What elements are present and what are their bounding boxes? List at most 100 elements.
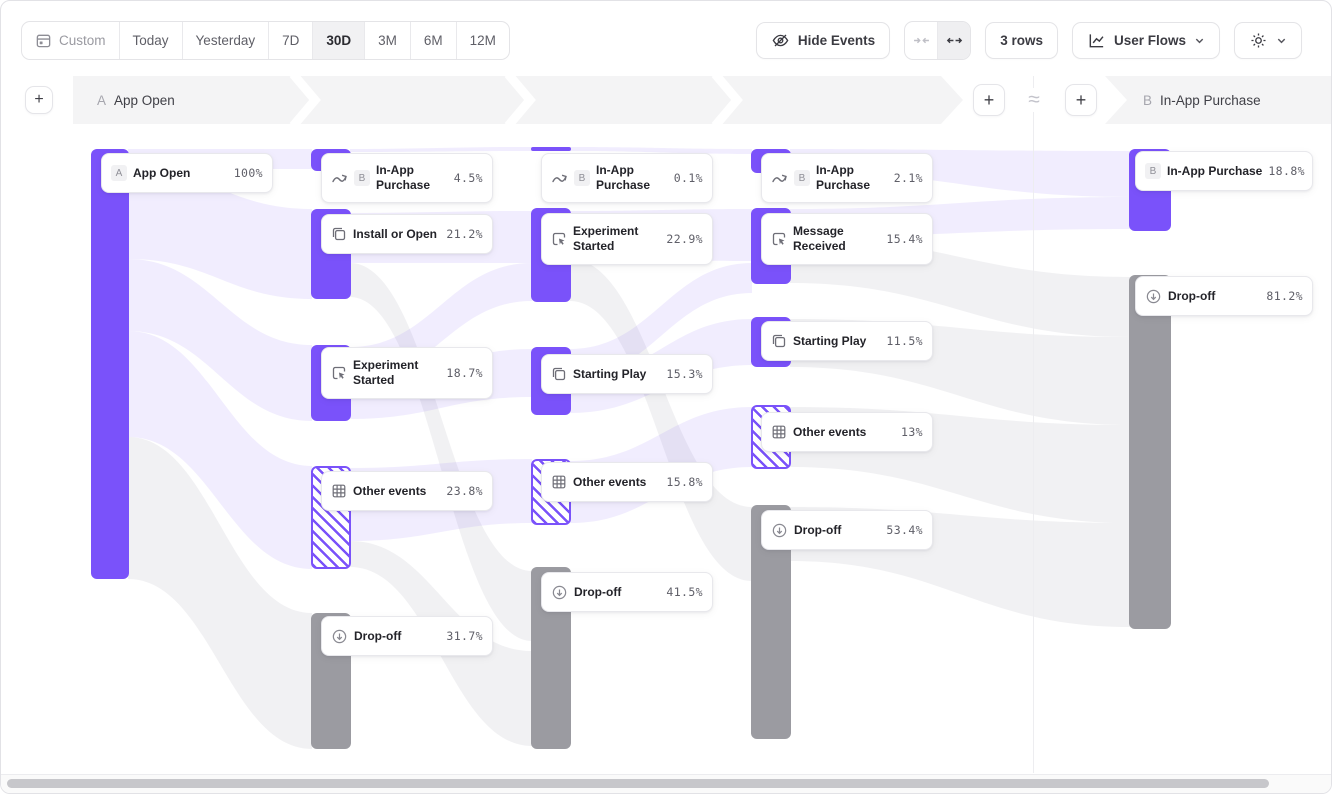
c3-experiment-started-card[interactable]: Experiment Started 22.9% [541,213,713,265]
rows-button[interactable]: 3 rows [985,22,1058,59]
node-label: Experiment Started [573,224,639,253]
down-circle-icon [771,522,788,539]
chevron-down-icon [1194,35,1205,46]
step-badge: A [111,165,127,181]
approx-symbol: ≈ [1020,88,1048,112]
date-range-6m[interactable]: 6M [411,22,457,59]
node-label: Install or Open [353,226,438,241]
add-step-middle-button[interactable]: + [973,84,1005,116]
grid-icon [331,483,347,499]
down-circle-icon [331,628,348,645]
view-selector-button[interactable]: User Flows [1071,22,1220,59]
node-label: In-App Purchase [596,163,651,192]
horizontal-scrollbar [1,774,1331,793]
gear-icon [1249,31,1268,50]
collapse-columns-button[interactable] [905,22,939,59]
date-range-7d[interactable]: 7D [269,22,314,59]
c2-experiment-started-card[interactable]: Experiment Started 18.7% [321,347,493,399]
node-value: 15.8% [666,475,703,489]
date-range-yesterday[interactable]: Yesterday [183,22,270,59]
node-value: 53.4% [886,523,923,537]
c5-drop-off-card[interactable]: Drop-off 81.2% [1135,276,1313,316]
date-range-today[interactable]: Today [120,22,183,59]
step-badge: B [574,170,590,186]
c4-other-events-card[interactable]: Other events 13% [761,412,933,452]
node-label: In-App Purchase [376,163,431,192]
c3-other-events-card[interactable]: Other events 15.8% [541,462,713,502]
step-badge: B [1145,163,1161,179]
toolbar-right: Hide Events 3 rows [755,21,1302,60]
c4-message-received-card[interactable]: Message Received 15.4% [761,213,933,265]
band-chevron-separator [711,76,743,124]
flow-ribbon [350,263,532,641]
eye-off-icon [771,31,790,50]
node-value: 13% [901,425,923,439]
flow-ribbon [128,331,312,569]
c1-app-open-card[interactable]: A App Open 100% [101,153,273,193]
overlap-squares-icon [331,226,347,242]
add-step-end-button[interactable]: + [1065,84,1097,116]
date-range-3m[interactable]: 3M [365,22,411,59]
c4-starting-play-card[interactable]: Starting Play 11.5% [761,321,933,361]
node-value: 18.7% [446,366,483,380]
c2-drop-off-card[interactable]: Drop-off 31.7% [321,616,493,656]
node-label: Other events [793,424,867,439]
node-value: 2.1% [893,171,923,185]
collapse-arrows-icon [913,32,930,49]
node-value: 23.8% [446,484,483,498]
goal-arrow-icon [551,171,568,185]
flow-ribbon [128,169,312,299]
node-value: 21.2% [446,227,483,241]
node-label: Message Received [793,224,846,253]
node-value: 4.5% [453,171,483,185]
c3-starting-play-card[interactable]: Starting Play 15.3% [541,354,713,394]
c3-in-app-purchase-bar [531,147,571,151]
node-value: 0.1% [673,171,703,185]
date-range-label: Today [132,33,169,48]
step-badge: B [354,170,370,186]
c2-other-events-card[interactable]: Other events 23.8% [321,471,493,511]
node-label: In-App Purchase [1167,163,1263,178]
flow-ribbon [128,259,312,421]
node-label: App Open [133,165,191,180]
c4-drop-off-card[interactable]: Drop-off 53.4% [761,510,933,550]
date-range-30d[interactable]: 30D [313,22,366,59]
node-label: Experiment Started [353,358,419,387]
path-header-band [73,76,1331,124]
c5-in-app-purchase-card[interactable]: B In-App Purchase 18.8% [1135,151,1313,191]
scrollbar-thumb[interactable] [7,779,1269,788]
grid-icon [551,474,567,490]
c2-in-app-purchase-card[interactable]: B In-App Purchase 4.5% [321,153,493,203]
expand-columns-button[interactable] [938,22,971,59]
add-step-start-button[interactable]: + [25,86,53,114]
flow-ribbon [570,147,752,154]
band-chevron-separator [289,76,321,124]
settings-button[interactable] [1234,22,1302,59]
down-circle-icon [1145,288,1162,305]
view-selector-label: User Flows [1113,33,1186,48]
end-band-shape [1105,76,1331,124]
date-range-label: 6M [423,33,443,48]
node-label: Starting Play [573,366,647,381]
hide-events-button[interactable]: Hide Events [755,22,891,59]
c4-in-app-purchase-card[interactable]: B In-App Purchase 2.1% [761,153,933,203]
node-value: 15.4% [886,232,923,246]
flow-ribbon [570,263,752,379]
node-label: Drop-off [794,522,842,537]
node-label: Other events [573,474,647,489]
user-flows-chart-icon [1087,31,1106,50]
c3-drop-off-card[interactable]: Drop-off 41.5% [541,572,713,612]
cursor-card-icon [771,231,787,247]
node-label: Other events [353,483,427,498]
node-value: 100% [233,166,263,180]
date-range-12m[interactable]: 12M [457,22,509,59]
node-label: Drop-off [574,584,622,599]
down-circle-icon [551,584,568,601]
c3-in-app-purchase-card[interactable]: B In-App Purchase 0.1% [541,153,713,203]
date-range-custom[interactable]: Custom [22,22,120,59]
c2-install-or-open-card[interactable]: Install or Open 21.2% [321,214,493,254]
goal-arrow-icon [331,171,348,185]
